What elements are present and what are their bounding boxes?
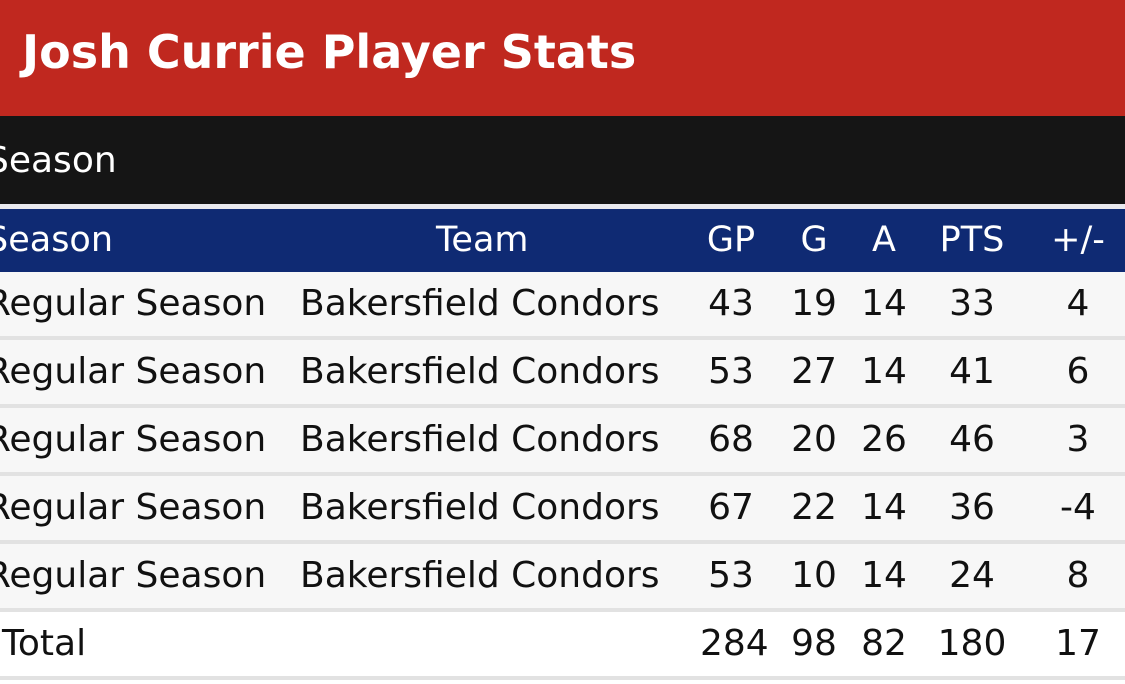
total-points-cell: 180 bbox=[937, 623, 1007, 664]
plus-minus-cell: 3 bbox=[1066, 419, 1090, 460]
assists-cell: 14 bbox=[861, 351, 907, 392]
season-cell: Regular Season bbox=[0, 351, 267, 392]
season-cell: Regular Season bbox=[0, 555, 267, 596]
divider bbox=[0, 204, 1125, 209]
points-cell: 24 bbox=[949, 555, 995, 596]
gp-cell: 43 bbox=[708, 283, 754, 324]
total-assists-cell: 82 bbox=[861, 623, 907, 664]
goals-cell: 19 bbox=[791, 283, 837, 324]
section-bar: Season bbox=[0, 116, 1125, 204]
total-plus-minus-cell: 17 bbox=[1055, 623, 1101, 664]
column-header-a[interactable]: A bbox=[872, 220, 896, 260]
assists-cell: 14 bbox=[861, 555, 907, 596]
season-cell: Regular Season bbox=[0, 283, 267, 324]
total-label: Total bbox=[2, 623, 87, 664]
column-header-pts[interactable]: PTS bbox=[939, 220, 1005, 260]
assists-cell: 26 bbox=[861, 419, 907, 460]
points-cell: 33 bbox=[949, 283, 995, 324]
points-cell: 41 bbox=[949, 351, 995, 392]
page-title: Josh Currie Player Stats bbox=[22, 25, 637, 79]
points-cell: 36 bbox=[949, 487, 995, 528]
table-header-row: Season Team GP G A PTS +/- bbox=[0, 209, 1125, 272]
table-row: Regular Season Bakersfield Condors 43 19… bbox=[0, 272, 1125, 340]
goals-cell: 22 bbox=[791, 487, 837, 528]
plus-minus-cell: -4 bbox=[1060, 487, 1096, 528]
total-goals-cell: 98 bbox=[791, 623, 837, 664]
table-row: Regular Season Bakersfield Condors 67 22… bbox=[0, 476, 1125, 544]
gp-cell: 68 bbox=[708, 419, 754, 460]
goals-cell: 20 bbox=[791, 419, 837, 460]
total-row: Total 284 98 82 180 17 bbox=[0, 612, 1125, 680]
team-cell: Bakersfield Condors bbox=[300, 419, 660, 460]
plus-minus-cell: 4 bbox=[1066, 283, 1090, 324]
season-cell: Regular Season bbox=[0, 487, 267, 528]
goals-cell: 10 bbox=[791, 555, 837, 596]
plus-minus-cell: 6 bbox=[1066, 351, 1090, 392]
total-gp-cell: 284 bbox=[700, 623, 769, 664]
column-header-gp[interactable]: GP bbox=[706, 220, 756, 260]
team-cell: Bakersfield Condors bbox=[300, 487, 660, 528]
table-row: Regular Season Bakersfield Condors 53 10… bbox=[0, 544, 1125, 612]
column-header-g[interactable]: G bbox=[800, 220, 828, 260]
column-header-team[interactable]: Team bbox=[436, 220, 529, 260]
points-cell: 46 bbox=[949, 419, 995, 460]
team-cell: Bakersfield Condors bbox=[300, 555, 660, 596]
season-cell: Regular Season bbox=[0, 419, 267, 460]
column-header-season[interactable]: Season bbox=[0, 220, 114, 260]
assists-cell: 14 bbox=[861, 487, 907, 528]
gp-cell: 67 bbox=[708, 487, 754, 528]
column-header-plus-minus[interactable]: +/- bbox=[1051, 220, 1105, 260]
section-label: Season bbox=[0, 140, 117, 181]
team-cell: Bakersfield Condors bbox=[300, 283, 660, 324]
goals-cell: 27 bbox=[791, 351, 837, 392]
gp-cell: 53 bbox=[708, 351, 754, 392]
table-row: Regular Season Bakersfield Condors 68 20… bbox=[0, 408, 1125, 476]
assists-cell: 14 bbox=[861, 283, 907, 324]
gp-cell: 53 bbox=[708, 555, 754, 596]
team-cell: Bakersfield Condors bbox=[300, 351, 660, 392]
title-bar: Josh Currie Player Stats bbox=[0, 0, 1125, 116]
plus-minus-cell: 8 bbox=[1066, 555, 1090, 596]
table-row: Regular Season Bakersfield Condors 53 27… bbox=[0, 340, 1125, 408]
